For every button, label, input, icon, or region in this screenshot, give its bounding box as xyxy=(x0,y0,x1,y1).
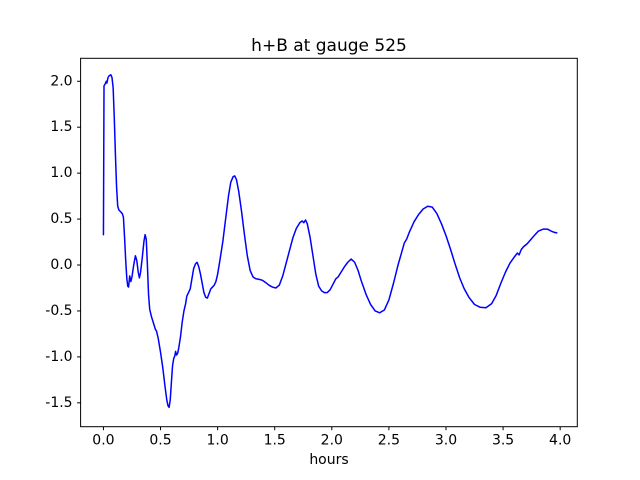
y-tick-label: 0.5 xyxy=(50,211,72,227)
x-tick-label: 2.0 xyxy=(321,432,343,448)
x-tick-label: 1.0 xyxy=(206,432,228,448)
y-tick-label: 1.0 xyxy=(50,165,72,181)
y-tick-label: -1.0 xyxy=(45,349,72,365)
x-tick-label: 1.5 xyxy=(264,432,286,448)
y-tick-label: 2.0 xyxy=(50,73,72,89)
y-tick-label: 1.5 xyxy=(50,119,72,135)
y-tick-label: -0.5 xyxy=(45,303,72,319)
x-tick-label: 0.5 xyxy=(149,432,171,448)
y-tick-label: -1.5 xyxy=(45,395,72,411)
y-tick-label: 0.0 xyxy=(50,257,72,273)
x-axis-label: hours xyxy=(309,452,349,468)
data-line xyxy=(102,74,558,409)
x-tick-label: 0.0 xyxy=(92,432,114,448)
chart-title: h+B at gauge 525 xyxy=(251,36,407,56)
x-tick-label: 3.0 xyxy=(435,432,457,448)
x-tick-label: 4.0 xyxy=(549,432,571,448)
plot-frame xyxy=(80,57,578,428)
x-tick-label: 3.5 xyxy=(492,432,514,448)
x-tick-label: 2.5 xyxy=(378,432,400,448)
